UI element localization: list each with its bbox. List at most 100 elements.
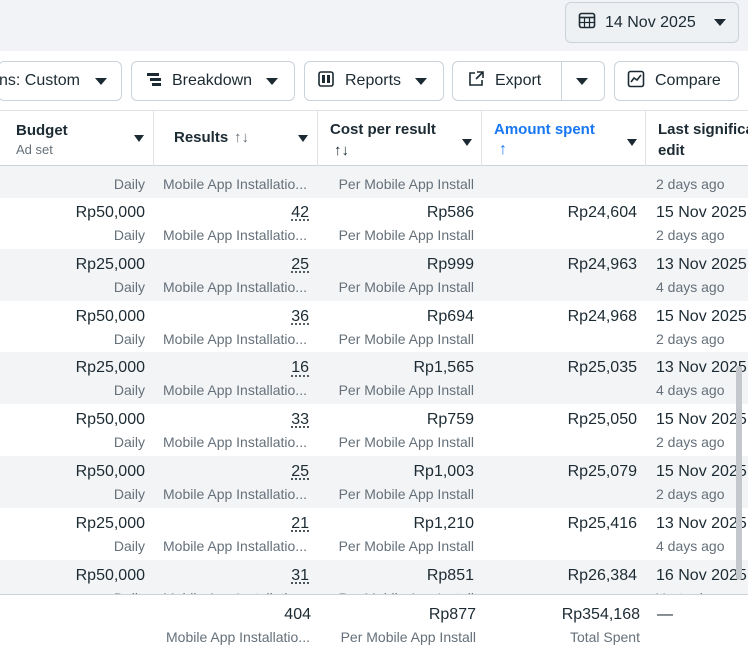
cell-last-edit: 13 Nov 2025, [656, 255, 748, 273]
chevron-down-icon[interactable] [298, 135, 308, 142]
cell-period: Daily [113, 486, 145, 502]
table-row[interactable]: Rp50,000 Daily 36 Mobile App Installatio...… [0, 301, 748, 353]
column-title-amount: Amount spent [494, 121, 595, 138]
column-header-budget[interactable]: Budget Ad set [0, 111, 154, 166]
cell-cost-type: Per Mobile App Install [338, 278, 474, 295]
table-row[interactable]: Rp25,000 Daily 25 Mobile App Installatio...… [0, 248, 748, 301]
cell-last-edit: 15 Nov 2025, [656, 411, 748, 429]
column-title-last: Last significa [658, 121, 748, 138]
cell-results-type: Mobile App Installatio... [163, 434, 307, 451]
cell-results-type: Mobile App Installatio... [163, 278, 307, 295]
total-last: — [657, 606, 673, 623]
cell-results-type: Mobile App Installatio... [163, 330, 307, 347]
cell-amount-spent: Rp24,963 [567, 255, 637, 273]
cell-amount-spent: Rp24,604 [567, 204, 637, 221]
cell-amount-spent: Rp26,384 [567, 566, 637, 584]
cell-last-edit-ago: Yesterday [656, 590, 718, 594]
column-title-cost: Cost per result [330, 121, 436, 138]
chevron-down-icon[interactable] [134, 135, 144, 142]
chevron-down-icon [713, 19, 726, 26]
cell-last-edit: 13 Nov 2025, [656, 359, 748, 377]
cell-results[interactable]: 25 [291, 463, 309, 480]
total-cost-type: Per Mobile App Install [340, 629, 476, 645]
cell-cost-per-result: Rp586 [426, 204, 474, 221]
cell-last-edit: 15 Nov 2025, [656, 204, 748, 221]
cell-last-edit: 15 Nov 2025, [656, 307, 748, 325]
cell-cost-per-result: Rp1,210 [413, 514, 475, 532]
cell-amount-spent: Rp24,968 [567, 307, 637, 325]
compare-icon [627, 70, 645, 93]
cell-last-edit-ago: 2 days ago [656, 434, 725, 451]
cell-cost-per-result: Rp851 [426, 566, 474, 584]
column-sub-last: edit [658, 142, 685, 159]
cell-last-edit-ago: 2 days ago [656, 330, 725, 347]
cell-amount-spent: Rp25,079 [567, 463, 637, 480]
cell-cost-per-result: Rp1,565 [413, 359, 475, 377]
date-range-picker[interactable]: 14 Nov 2025 [565, 2, 739, 43]
breakdown-button[interactable]: Breakdown [131, 61, 295, 101]
vertical-scrollbar[interactable] [736, 366, 742, 580]
chevron-down-icon[interactable] [627, 139, 637, 146]
column-header-results[interactable]: Results ↑↓ [154, 111, 318, 166]
chevron-down-icon[interactable] [462, 139, 472, 146]
column-sub-budget: Ad set [16, 142, 53, 157]
cell-last-edit: 13 Nov 2025, [656, 514, 748, 532]
cell-last-edit: 15 Nov 2025, [656, 463, 748, 480]
compare-label: Compare [655, 72, 721, 89]
cell-cost-type: Per Mobile App Install [338, 486, 474, 502]
cell-results[interactable]: 36 [291, 307, 309, 325]
cell-period: Daily [113, 537, 145, 554]
cell-results[interactable]: 21 [291, 514, 309, 532]
cell-last-edit-ago: 4 days ago [656, 537, 725, 554]
column-title-results: Results [174, 129, 229, 146]
sort-icon[interactable]: ↑↓ [234, 129, 249, 146]
column-title-budget: Budget [16, 122, 68, 139]
cell-cost-type: Per Mobile App Install [338, 434, 474, 451]
column-header-cost-per-result[interactable]: Cost per result ↑↓ [318, 111, 482, 166]
cell-cost-per-result: Rp694 [426, 307, 474, 325]
total-results-type: Mobile App Installatio... [166, 629, 310, 645]
cell-period: Daily [113, 227, 145, 243]
cell-last-edit: 16 Nov 2025, [656, 566, 748, 584]
chevron-down-icon [266, 77, 279, 85]
total-amount: Rp354,168 [561, 606, 640, 623]
compare-button[interactable]: Compare [614, 61, 739, 101]
export-chevron-down-icon[interactable] [576, 78, 588, 85]
cell-results[interactable]: 31 [291, 566, 309, 584]
reports-button[interactable]: Reports [304, 61, 444, 101]
cell-cost-per-result: Rp759 [426, 411, 474, 429]
column-header-amount-spent[interactable]: Amount spent ↑ [482, 111, 646, 166]
table-row[interactable]: Daily Mobile App Installatio... Per Mobi… [0, 166, 748, 198]
column-header-last-edit[interactable]: Last significa edit [646, 111, 748, 166]
columns-button[interactable]: ns: Custom [0, 61, 122, 101]
cell-results-type: Mobile App Installatio... [163, 590, 307, 594]
cell-budget: Rp25,000 [75, 255, 145, 273]
table-row[interactable]: Rp25,000 Daily 21 Mobile App Installatio...… [0, 508, 748, 560]
cell-results-type: Mobile App Installatio... [163, 382, 307, 399]
cell-last-edit-ago: 4 days ago [656, 278, 725, 295]
cell-results[interactable]: 16 [291, 359, 309, 377]
sort-icon[interactable]: ↑↓ [334, 142, 349, 159]
cell-period: Daily [114, 590, 145, 594]
table-totals-row: 404 Mobile App Installatio... Rp877 Per … [0, 594, 748, 654]
cell-results[interactable]: 42 [291, 204, 309, 221]
cell-results-type: Mobile App Installatio... [163, 486, 307, 502]
table-row[interactable]: Rp25,000 Daily 16 Mobile App Installatio...… [0, 352, 748, 405]
table-row[interactable]: Rp50,000 Daily 25 Mobile App Installatio...… [0, 456, 748, 508]
cell-cost-per-result: Rp999 [426, 255, 474, 273]
cell-results[interactable]: 33 [291, 411, 309, 429]
cell-last-edit-ago: 2 days ago [656, 227, 725, 243]
table-header: Budget Ad set Results ↑↓ Cost per result… [0, 110, 748, 166]
cell-period: Daily [113, 330, 145, 347]
cell-cost-per-result: Rp1,003 [413, 463, 475, 480]
export-button[interactable]: Export [452, 61, 605, 101]
table-row[interactable]: Rp50,000 Daily 42 Mobile App Installatio...… [0, 197, 748, 249]
table-row[interactable]: Rp50,000 Daily 31 Mobile App Installatio...… [0, 559, 748, 594]
breakdown-icon [146, 71, 162, 92]
table-row[interactable]: Rp50,000 Daily 33 Mobile App Installatio...… [0, 404, 748, 456]
cell-results[interactable]: 25 [291, 255, 309, 273]
cell-budget: Rp50,000 [75, 204, 145, 221]
export-label: Export [495, 72, 542, 89]
sort-ascending-icon[interactable]: ↑ [499, 141, 507, 158]
cell-cost-type: Per Mobile App Install [339, 590, 474, 594]
